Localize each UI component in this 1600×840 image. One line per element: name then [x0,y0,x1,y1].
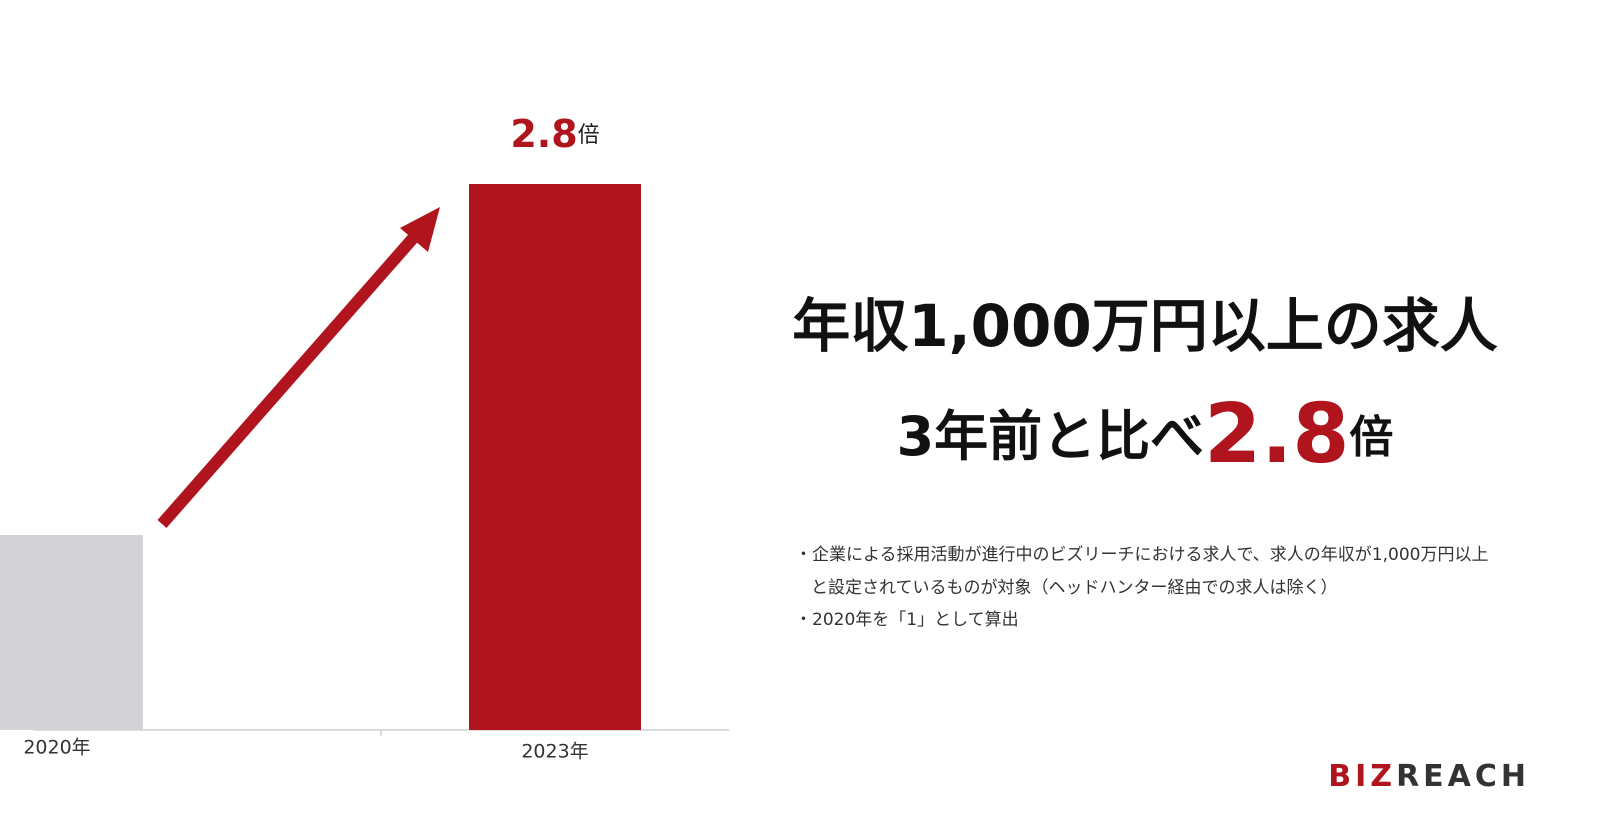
note: と設定されているものが対象（ヘッドハンター経由での求人は除く） [811,578,1338,598]
logo: BIZREACH [1328,759,1530,794]
logo-accent: BIZ [1328,759,1396,794]
note: ・企業による採用活動が進行中のビズリーチにおける求人で、求人の年収が1,000万… [795,545,1488,565]
logo-rest: REACH [1396,759,1530,794]
headline-highlight: 2.8 [1204,387,1349,482]
value-label: 2.8倍 [510,112,599,156]
headline-suffix: 倍 [1349,412,1393,463]
growth-arrow [157,207,440,528]
headline-prefix: 3年前と比べ [897,405,1205,468]
bar [469,184,641,730]
note: ・2020年を「1」として算出 [795,610,1019,630]
x-tick-label: 2023年 [521,741,588,763]
x-tick-label: 2020年 [23,737,90,759]
headline-line2: 3年前と比べ2.8倍 [897,387,1394,482]
headline-line1: 年収1,000万円以上の求人 [792,292,1497,360]
bar [0,535,143,730]
